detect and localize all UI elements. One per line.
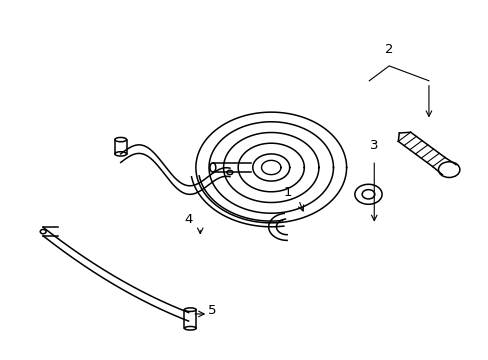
Ellipse shape	[209, 163, 215, 172]
Text: 5: 5	[207, 305, 216, 318]
Circle shape	[354, 184, 381, 204]
Text: 1: 1	[283, 186, 291, 199]
Ellipse shape	[115, 138, 126, 142]
Ellipse shape	[40, 229, 46, 234]
Text: 3: 3	[369, 139, 378, 152]
Ellipse shape	[115, 152, 126, 156]
Ellipse shape	[184, 308, 196, 311]
Ellipse shape	[226, 170, 232, 175]
Ellipse shape	[184, 327, 196, 330]
Circle shape	[438, 162, 459, 177]
Circle shape	[362, 190, 374, 199]
Text: 4: 4	[184, 213, 192, 226]
Text: 2: 2	[384, 42, 393, 55]
